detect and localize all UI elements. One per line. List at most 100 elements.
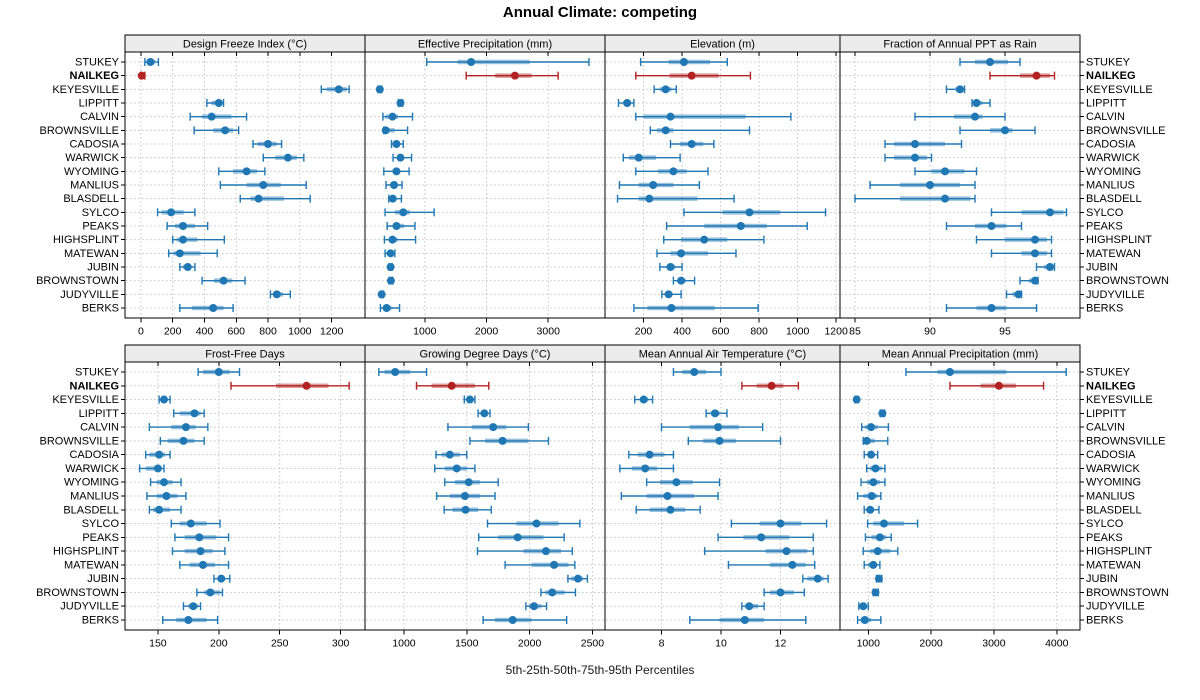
median-dot [874,574,883,583]
errorbar-blasdell [443,505,492,514]
site-label-right: NAILKEG [1086,380,1136,392]
strip-title: Frost-Free Days [205,349,285,361]
axis-tick-label: 200 [164,326,182,338]
errorbar-warwick [884,153,933,162]
median-dot [190,409,199,418]
errorbar-peaks [166,222,209,230]
errorbar-cadosia [252,140,283,148]
errorbar-stukey [672,368,722,376]
errorbar-berks [689,616,807,624]
errorbar-jubin [213,574,231,583]
median-dot [871,588,880,597]
median-dot [464,478,473,487]
site-label-right: STUKEY [1086,57,1131,69]
errorbar-jubin [1035,263,1056,271]
axis-tick-label: 1000 [413,326,437,338]
median-dot [677,249,686,258]
median-dot [782,547,791,556]
errorbar-wyoming [218,167,266,176]
median-dot [736,222,745,230]
median-dot [623,99,632,107]
site-label-left: KEYESVILLE [52,84,119,96]
errorbar-manlius [620,492,719,500]
site-label-left: NAILKEG [70,70,120,82]
site-label-left: CALVIN [80,422,119,434]
errorbar-manlius [146,492,187,500]
site-label-right: HIGHSPLINT [1086,234,1152,246]
chart-title: Annual Climate: competing [502,4,698,21]
errorbar-blasdell [239,194,311,203]
median-dot [264,140,273,148]
median-dot [911,140,919,148]
errorbar-matewan [384,249,396,258]
errorbar-peaks [478,533,565,542]
median-dot [214,368,223,376]
median-dot [489,423,498,432]
median-dot [155,505,164,514]
median-dot [548,588,557,597]
errorbar-jubin [386,263,395,271]
median-dot [207,112,216,121]
errorbar-blasdell [148,505,182,514]
errorbar-peaks [717,533,814,542]
median-dot [510,71,519,80]
median-dot [214,99,223,107]
median-dot [480,409,489,418]
median-dot [767,381,776,390]
site-label-right: CADOSIA [1086,449,1136,461]
errorbar-warwick [622,153,681,162]
site-label-right: MATEWAN [1086,559,1141,571]
errorbar-warwick [866,464,886,473]
axis-tick-label: 85 [849,326,861,338]
errorbar-brownsville [862,436,889,445]
axis-tick-label: 2000 [475,326,499,338]
errorbar-sylco [384,208,435,217]
median-dot [859,602,868,611]
errorbar-brownsville [159,436,205,445]
errorbar-brownsville [959,126,1036,135]
axis-tick-label: 1200 [824,326,848,338]
errorbar-keyesville [852,395,861,404]
site-label-left: STUKEY [75,57,120,69]
site-label-left: BROWNSTOWN [36,275,119,287]
errorbar-jubin [874,574,883,583]
median-dot [862,436,871,445]
axis-tick-label: 200 [635,326,653,338]
median-dot [167,208,176,217]
errorbar-wyoming [383,167,410,176]
site-label-right: HIGHSPLINT [1086,546,1152,558]
errorbar-manlius [869,181,976,189]
median-dot [196,547,205,556]
errorbar-sylco [730,519,828,528]
errorbar-sylco [990,208,1068,217]
median-dot [1031,276,1039,285]
errorbar-judyville [377,290,386,299]
axis-tick-label: 4000 [1045,638,1069,650]
median-dot [860,616,869,624]
errorbar-lippitt [617,99,635,107]
site-label-left: WARWICK [65,463,119,475]
site-label-right: SYLCO [1086,518,1124,530]
site-label-left: WARWICK [65,152,119,164]
axis-tick-label: 600 [227,326,245,338]
site-label-right: MANLIUS [1086,180,1135,192]
site-label-left: NAILKEG [70,380,120,392]
site-label-right: LIPPITT [1086,98,1127,110]
panel-frost-free-days: Frost-Free Days 150 200 250 300 [124,344,366,650]
median-dot [711,409,720,418]
median-dot [875,533,884,542]
errorbar-calvin [860,423,890,432]
errorbar-matewan [168,249,218,258]
errorbar-brownsville [649,126,751,135]
errorbar-lippitt [206,99,225,107]
median-dot [956,85,964,94]
errorbar-peaks [174,533,230,542]
axis-tick-label: 90 [924,326,936,338]
median-dot [667,304,676,312]
site-label-left: JUBIN [87,262,119,274]
median-dot [530,602,539,611]
site-label-right: BLASDELL [1086,193,1142,205]
median-dot [513,533,522,542]
median-dot [679,58,688,66]
